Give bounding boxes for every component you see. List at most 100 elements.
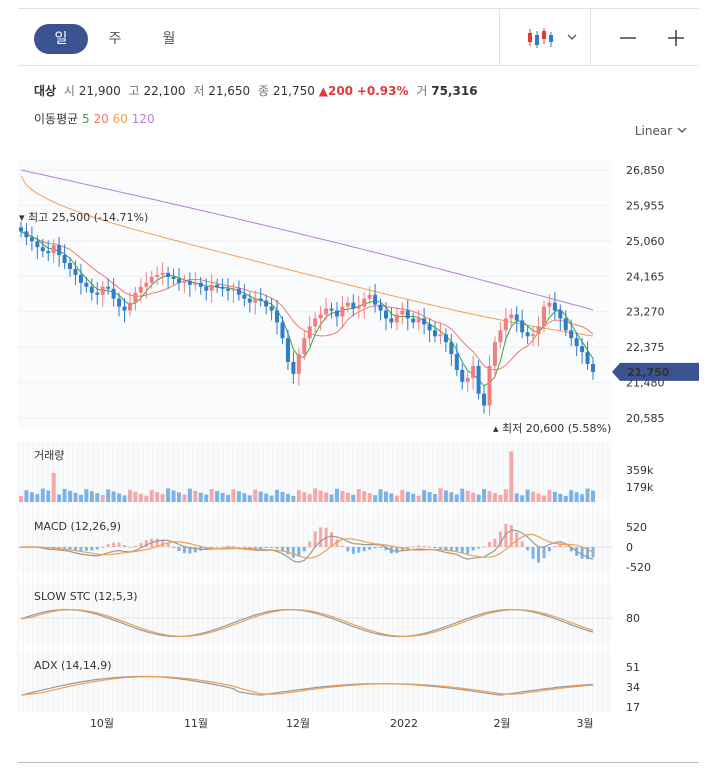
macd-histogram-bar: [586, 547, 590, 560]
volume-bar: [160, 494, 165, 502]
volume-bar: [487, 490, 492, 502]
chart-type-button[interactable]: [512, 19, 592, 57]
plus-icon: [668, 30, 684, 46]
macd-histogram-bar: [182, 547, 186, 554]
macd-histogram-bar: [286, 547, 290, 555]
candle-body: [536, 326, 541, 335]
macd-histogram-bar: [395, 547, 399, 554]
quote-summary: 대상 시 21,900 고 22,100 저 21,650 종 21,750 ▲…: [34, 82, 478, 99]
candle-body: [231, 288, 236, 291]
macd-histogram-bar: [477, 547, 481, 549]
macd-histogram-bar: [537, 547, 541, 563]
macd-histogram-bar: [466, 547, 470, 554]
candle-body: [242, 294, 247, 299]
tab-weekly[interactable]: 주: [108, 31, 122, 47]
minus-icon: [620, 37, 636, 39]
candle-body: [275, 310, 280, 323]
volume-bar: [465, 490, 470, 502]
volume-bar: [296, 490, 301, 502]
macd-histogram-bar: [400, 547, 404, 551]
candle-body: [73, 268, 78, 275]
candle-body: [558, 310, 563, 319]
candle-body: [46, 251, 51, 254]
volume-bar: [569, 490, 574, 502]
candle-body: [220, 286, 225, 289]
candle-body: [383, 310, 388, 319]
volume-bar: [307, 494, 312, 502]
macd-histogram-bar: [204, 547, 208, 550]
volume-bar: [291, 495, 296, 502]
macd-histogram-bar: [368, 547, 372, 550]
macd-histogram-bar: [515, 532, 519, 547]
candle-body: [133, 292, 138, 303]
candle-body: [84, 282, 89, 287]
macd-histogram-bar: [231, 546, 235, 548]
macd-histogram-bar: [237, 546, 241, 548]
current-price-badge: [612, 362, 699, 381]
zoom-out-button[interactable]: [610, 19, 646, 57]
candle-body: [394, 314, 399, 323]
volume-bar: [144, 495, 149, 502]
volume-bar: [198, 492, 203, 502]
candle-body: [454, 354, 459, 370]
macd-tick-label: 0: [626, 541, 633, 554]
candle-body: [106, 286, 111, 289]
candle-body: [264, 300, 269, 307]
volume-bar: [275, 489, 280, 502]
moving-average-label: 이동평균: [34, 112, 79, 126]
macd-histogram-bar: [193, 547, 197, 553]
volume-bar: [509, 451, 514, 502]
slow-stc-d-line: [20, 608, 594, 638]
candle-body: [193, 282, 198, 285]
volume-bar: [73, 492, 78, 502]
candle-body: [591, 363, 595, 372]
volume-tick-label: 359k: [626, 464, 654, 477]
candle-body: [253, 298, 258, 303]
volume-bar: [127, 489, 132, 502]
moving-average-legend: 이동평균 5 20 60 120: [34, 110, 155, 127]
macd-histogram-bar: [313, 531, 317, 547]
candle-body: [155, 274, 160, 277]
open-label: 시: [63, 84, 75, 98]
candle-body: [514, 314, 519, 321]
volume-bar: [57, 494, 62, 502]
volume-bar: [29, 492, 34, 502]
volume-bar: [411, 493, 416, 502]
candle-body: [226, 288, 231, 291]
candle-body: [57, 245, 62, 256]
macd-histogram-bar: [493, 538, 497, 547]
macd-histogram-bar: [90, 547, 94, 551]
zoom-in-button[interactable]: [658, 19, 694, 57]
macd-histogram-bar: [526, 547, 530, 551]
macd-histogram-bar: [264, 547, 268, 548]
volume-bar: [176, 492, 181, 502]
tab-daily[interactable]: 일: [34, 24, 88, 54]
adx-line: [20, 675, 594, 696]
volume-bar: [471, 492, 476, 502]
macd-histogram-bar: [449, 547, 453, 551]
macd-histogram-bar: [547, 547, 551, 552]
scale-selector[interactable]: Linear: [635, 124, 688, 138]
volume-bar: [35, 494, 40, 502]
macd-histogram-bar: [384, 547, 388, 551]
volume-value: 75,316: [431, 84, 478, 98]
ma-20-label: 20: [93, 112, 109, 126]
macd-histogram-bar: [259, 547, 263, 549]
x-tick-label: 2022: [390, 717, 418, 730]
tab-monthly[interactable]: 월: [162, 31, 176, 47]
x-tick-label: 2월: [493, 717, 510, 730]
volume-bar: [525, 489, 530, 502]
candle-body: [400, 310, 405, 315]
candle-body: [68, 263, 73, 269]
candle-body: [269, 306, 274, 311]
macd-histogram-bar: [84, 547, 88, 551]
volume-bar: [580, 494, 585, 502]
macd-histogram-bar: [373, 547, 377, 549]
macd-histogram-bar: [362, 547, 366, 552]
high-annotation: ▾ 최고 25,500 (-14.71%): [19, 211, 148, 224]
candle-body: [471, 365, 476, 378]
volume-bar: [591, 490, 595, 502]
volume-bar: [520, 495, 525, 502]
candle-body: [433, 330, 438, 337]
